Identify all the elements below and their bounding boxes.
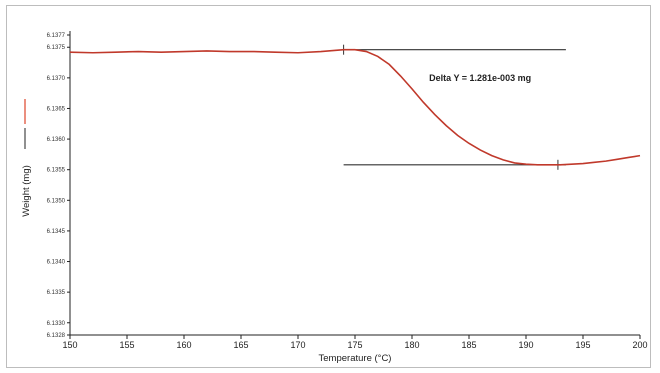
x-tick-label: 190 [518, 340, 533, 350]
x-tick-label: 200 [632, 340, 647, 350]
x-tick-label: 160 [176, 340, 191, 350]
y-tick-label: 6.1335 [47, 290, 66, 296]
y-tick-label: 6.1345 [47, 229, 66, 235]
y-tick-label: 6.1370 [47, 76, 66, 82]
x-tick-label: 170 [290, 340, 305, 350]
y-axis-title: Weight (mg) [21, 165, 32, 217]
delta-y-annotation: Delta Y = 1.281e-003 mg [429, 73, 531, 83]
y-tick-label: 6.1365 [47, 106, 66, 112]
x-axis-ticks: 150 155 160 165 170 175 180 185 190 195 200 [62, 335, 648, 350]
weight-curve [69, 48, 641, 166]
y-tick-label: 6.1355 [47, 168, 66, 174]
chart-svg: 6.1377 6.1375 6.1370 6.1365 6.1360 6.1355 6.13… [21, 31, 648, 364]
reference-lines [343, 44, 566, 170]
x-axis-title: Temperature (°C) [319, 353, 392, 364]
x-tick-label: 165 [233, 340, 248, 350]
x-tick-label: 185 [461, 340, 476, 350]
y-tick-label: 6.1330 [47, 321, 66, 327]
x-tick-label: 150 [62, 340, 77, 350]
x-tick-label: 195 [575, 340, 590, 350]
y-tick-label: 6.1328 [47, 333, 66, 339]
x-tick-label: 175 [347, 340, 362, 350]
y-tick-label: 6.1350 [47, 198, 66, 204]
y-axis-ticks: 6.1377 6.1375 6.1370 6.1365 6.1360 6.1355 6.13… [47, 33, 70, 339]
y-tick-label: 6.1375 [47, 45, 66, 51]
chart-frame: 6.1377 6.1375 6.1370 6.1365 6.1360 6.1355 6.13… [6, 5, 651, 368]
y-tick-label: 6.1360 [47, 137, 66, 143]
y-tick-label: 6.1340 [47, 260, 66, 266]
y-tick-label: 6.1377 [47, 33, 66, 39]
x-tick-label: 155 [119, 340, 134, 350]
x-tick-label: 180 [404, 340, 419, 350]
